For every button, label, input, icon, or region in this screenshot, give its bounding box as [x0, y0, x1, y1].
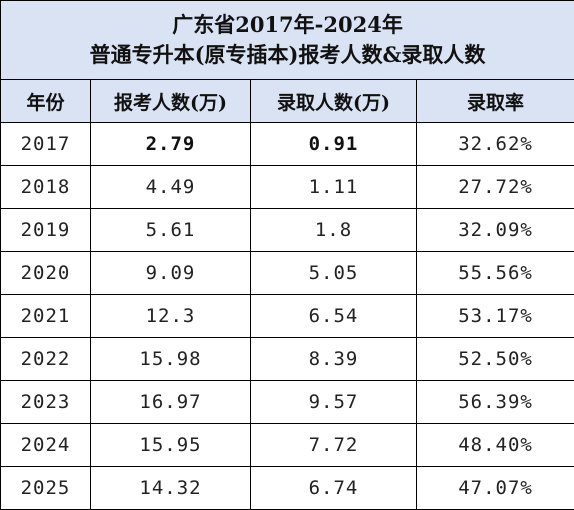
cell-year: 2024	[1, 424, 91, 467]
cell-year: 2020	[1, 252, 91, 295]
table-title-line-2: 普通专升本(原专插本)报考人数&录取人数	[1, 40, 574, 70]
cell-admitted: 1.11	[251, 166, 417, 209]
cell-year: 2018	[1, 166, 91, 209]
cell-rate: 52.50%	[417, 338, 574, 381]
cell-year: 2023	[1, 381, 91, 424]
cell-applicants: 16.97	[91, 381, 251, 424]
cell-rate: 48.40%	[417, 424, 574, 467]
cell-year: 2021	[1, 295, 91, 338]
cell-admitted: 6.74	[251, 467, 417, 510]
cell-applicants: 14.32	[91, 467, 251, 510]
header-applicants: 报考人数(万)	[91, 80, 251, 123]
header-rate: 录取率	[417, 80, 574, 123]
table-row: 2020 9.09 5.05 55.56%	[1, 252, 574, 295]
cell-applicants: 12.3	[91, 295, 251, 338]
table-row: 2025 14.32 6.74 47.07%	[1, 467, 574, 510]
cell-year: 2022	[1, 338, 91, 381]
cell-admitted: 1.8	[251, 209, 417, 252]
cell-rate: 47.07%	[417, 467, 574, 510]
cell-rate: 53.17%	[417, 295, 574, 338]
table-row: 2019 5.61 1.8 32.09%	[1, 209, 574, 252]
table-row: 2022 15.98 8.39 52.50%	[1, 338, 574, 381]
table-row: 2017 2.79 0.91 32.62%	[1, 123, 574, 166]
table-row: 2024 15.95 7.72 48.40%	[1, 424, 574, 467]
header-row: 年份 报考人数(万) 录取人数(万) 录取率	[1, 80, 574, 123]
table-title: 广东省2017年-2024年 普通专升本(原专插本)报考人数&录取人数	[1, 1, 574, 80]
table-title-line-1: 广东省2017年-2024年	[1, 10, 574, 40]
cell-year: 2017	[1, 123, 91, 166]
cell-applicants: 2.79	[91, 123, 251, 166]
cell-rate: 27.72%	[417, 166, 574, 209]
cell-admitted: 6.54	[251, 295, 417, 338]
cell-rate: 55.56%	[417, 252, 574, 295]
cell-admitted: 8.39	[251, 338, 417, 381]
cell-admitted: 7.72	[251, 424, 417, 467]
table-row: 2021 12.3 6.54 53.17%	[1, 295, 574, 338]
cell-admitted: 9.57	[251, 381, 417, 424]
cell-year: 2019	[1, 209, 91, 252]
table-row: 2018 4.49 1.11 27.72%	[1, 166, 574, 209]
cell-rate: 56.39%	[417, 381, 574, 424]
cell-applicants: 9.09	[91, 252, 251, 295]
cell-year: 2025	[1, 467, 91, 510]
table-row: 2023 16.97 9.57 56.39%	[1, 381, 574, 424]
header-admitted: 录取人数(万)	[251, 80, 417, 123]
cell-applicants: 15.95	[91, 424, 251, 467]
cell-rate: 32.62%	[417, 123, 574, 166]
title-row: 广东省2017年-2024年 普通专升本(原专插本)报考人数&录取人数	[1, 1, 574, 80]
cell-applicants: 5.61	[91, 209, 251, 252]
header-year: 年份	[1, 80, 91, 123]
cell-admitted: 5.05	[251, 252, 417, 295]
cell-admitted: 0.91	[251, 123, 417, 166]
cell-applicants: 4.49	[91, 166, 251, 209]
cell-applicants: 15.98	[91, 338, 251, 381]
cell-rate: 32.09%	[417, 209, 574, 252]
